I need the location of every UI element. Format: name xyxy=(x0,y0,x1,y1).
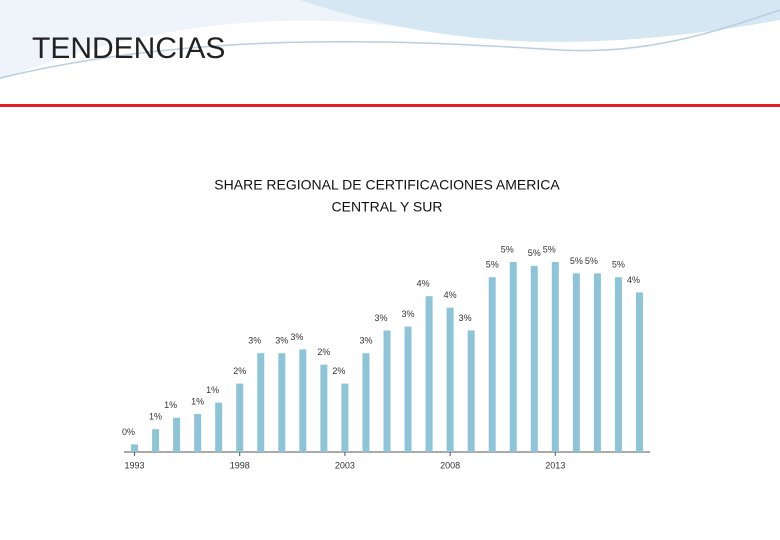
bar xyxy=(299,349,307,452)
value-label: 3% xyxy=(248,336,261,346)
value-label: 5% xyxy=(585,256,598,266)
bar xyxy=(173,417,181,452)
bar xyxy=(404,326,412,452)
chart-title: CENTRAL Y SUR xyxy=(332,199,443,215)
bar xyxy=(131,444,139,452)
x-tick-label: 2008 xyxy=(440,460,460,470)
bar xyxy=(215,402,223,452)
bar xyxy=(152,429,160,452)
value-label: 5% xyxy=(486,260,499,270)
x-tick-label: 1998 xyxy=(230,460,250,470)
value-label: 1% xyxy=(206,385,219,395)
value-label: 1% xyxy=(164,400,177,410)
bar xyxy=(194,414,202,452)
header-line xyxy=(0,9,780,79)
bar xyxy=(257,353,265,452)
value-label: 3% xyxy=(290,332,303,342)
x-tick-label: 2003 xyxy=(335,460,355,470)
bar xyxy=(425,296,433,452)
value-label: 5% xyxy=(501,244,514,254)
header-wave xyxy=(300,0,780,42)
bar xyxy=(467,330,475,452)
value-label: 5% xyxy=(570,256,583,266)
bar xyxy=(236,383,244,452)
bar xyxy=(446,307,454,452)
value-label: 4% xyxy=(417,279,430,289)
bar xyxy=(530,265,538,452)
bar xyxy=(635,292,643,452)
x-tick-label: 2013 xyxy=(545,460,565,470)
value-label: 4% xyxy=(444,290,457,300)
bar xyxy=(488,277,496,452)
value-label: 3% xyxy=(359,336,372,346)
chart-title: SHARE REGIONAL DE CERTIFICACIONES AMERIC… xyxy=(214,177,560,193)
bar xyxy=(278,353,286,452)
bar xyxy=(593,273,601,452)
slide-title: TENDENCIAS xyxy=(32,32,225,65)
bar xyxy=(341,383,349,452)
value-label: 2% xyxy=(233,366,246,376)
value-label: 1% xyxy=(191,396,204,406)
bar xyxy=(320,364,328,452)
bar xyxy=(614,277,622,452)
bar xyxy=(572,273,580,452)
value-label: 3% xyxy=(459,313,472,323)
value-label: 0% xyxy=(122,427,135,437)
value-label: 4% xyxy=(627,275,640,285)
value-label: 1% xyxy=(149,412,162,422)
title-rule xyxy=(0,104,780,107)
bar xyxy=(362,353,370,452)
value-label: 5% xyxy=(612,260,625,270)
value-label: 3% xyxy=(275,336,288,346)
value-label: 2% xyxy=(332,366,345,376)
value-label: 5% xyxy=(543,244,556,254)
value-label: 5% xyxy=(528,248,541,258)
value-label: 3% xyxy=(374,313,387,323)
bar xyxy=(551,262,559,452)
value-label: 2% xyxy=(317,347,330,357)
bar xyxy=(509,262,517,452)
x-tick-label: 1993 xyxy=(125,460,145,470)
bar xyxy=(383,330,391,452)
value-label: 3% xyxy=(402,309,415,319)
